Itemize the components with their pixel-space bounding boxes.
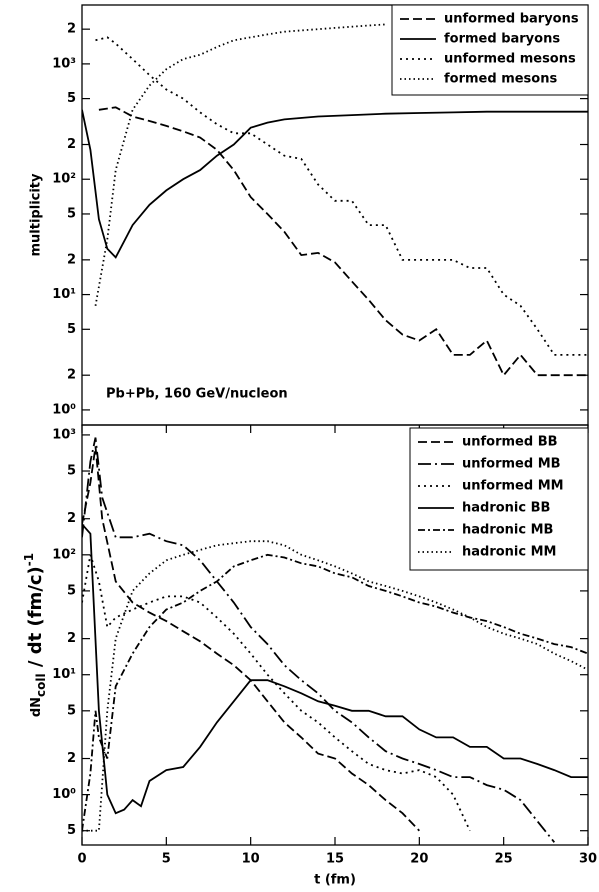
y-axis-label-part: dN — [29, 697, 44, 717]
legend-label: formed baryons — [444, 32, 560, 47]
y-tick-label: 10⁰ — [52, 787, 76, 802]
legend-label: unformed mesons — [444, 52, 576, 67]
y-tick-label: 10² — [52, 547, 76, 562]
x-tick-label: 20 — [410, 852, 428, 867]
plot-area — [82, 437, 588, 843]
legend-label: unformed MM — [462, 479, 564, 494]
series-line — [82, 437, 556, 843]
y-axis-label: dNcoll / dt (fm/c)-1 — [22, 553, 48, 717]
y-axis-label-part: -1 — [22, 553, 36, 566]
y-tick-label: 2 — [67, 137, 76, 152]
legend-label: hadronic BB — [462, 501, 550, 516]
y-tick-label: 2 — [67, 252, 76, 267]
y-tick-label: 10¹ — [52, 667, 76, 682]
x-tick-label: 15 — [326, 852, 344, 867]
legend-label: hadronic MB — [462, 523, 553, 538]
y-tick-label: 2 — [67, 751, 76, 766]
legend-label: formed mesons — [444, 72, 557, 87]
legend-label: hadronic MM — [462, 545, 557, 560]
legend-label: unformed MB — [462, 457, 561, 472]
x-tick-label: 0 — [77, 852, 86, 867]
legend-box — [391, 4, 589, 96]
annotation: Pb+Pb, 160 GeV/nucleon — [106, 387, 288, 402]
legend-box — [409, 427, 589, 571]
x-tick-label: 5 — [162, 852, 171, 867]
y-tick-label: 5 — [67, 583, 76, 598]
y-tick-label: 5 — [67, 322, 76, 337]
y-tick-label: 10⁰ — [52, 402, 76, 417]
y-axis-label-part: coll — [34, 673, 48, 697]
y-tick-label: 10³ — [52, 56, 76, 71]
y-tick-label: 2 — [67, 368, 76, 383]
y-tick-label: 10¹ — [52, 287, 76, 302]
legend-label: unformed BB — [462, 435, 558, 450]
series-line — [95, 36, 588, 356]
y-tick-label: 10² — [52, 172, 76, 187]
y-axis-label: multiplicity — [29, 173, 44, 257]
y-tick-label: 5 — [67, 703, 76, 718]
series-line — [98, 106, 588, 377]
x-tick-label: 10 — [242, 852, 260, 867]
y-axis-label-part: / dt (fm/c) — [25, 566, 46, 673]
x-tick-label: 25 — [495, 852, 513, 867]
y-tick-label: 5 — [67, 464, 76, 479]
y-tick-label: 2 — [67, 511, 76, 526]
series-line — [82, 446, 420, 832]
plot-area — [82, 23, 588, 377]
y-tick-label: 5 — [67, 91, 76, 106]
x-tick-label: 30 — [579, 852, 597, 867]
series-line — [82, 523, 588, 815]
y-tick-label: 5 — [67, 823, 76, 838]
series-line — [82, 553, 588, 831]
series-line — [82, 540, 588, 832]
series-line — [82, 554, 471, 832]
y-tick-label: 2 — [67, 631, 76, 646]
series-line — [94, 23, 386, 306]
y-tick-label: 10³ — [52, 427, 76, 442]
y-tick-label: 2 — [67, 22, 76, 37]
legend-label: unformed baryons — [444, 12, 579, 27]
y-tick-label: 5 — [67, 206, 76, 221]
series-line — [82, 109, 588, 259]
x-axis-label: t (fm) — [314, 873, 356, 888]
